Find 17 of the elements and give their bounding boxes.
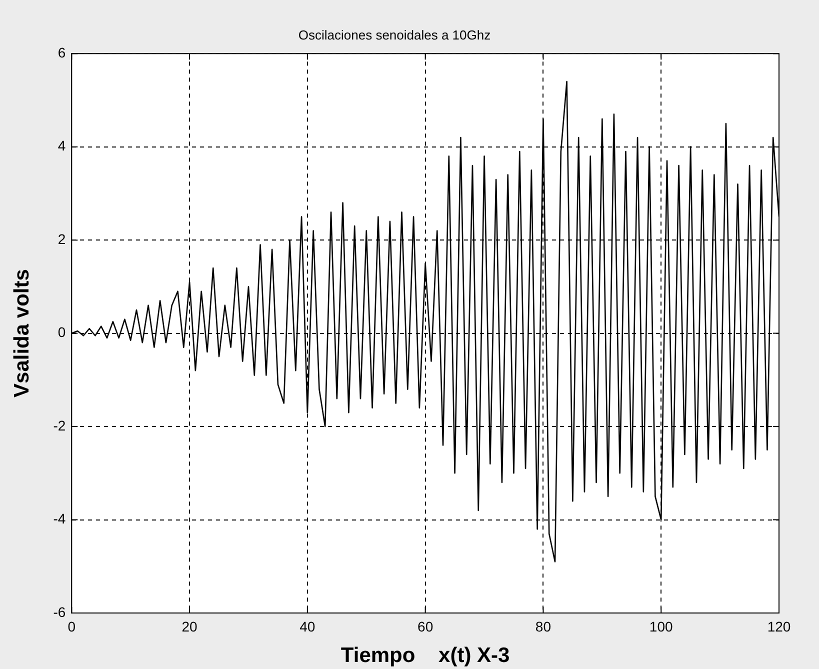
x-tick-label: 40 [300,618,316,634]
y-tick-label: -2 [53,417,66,434]
x-tick-label: 20 [182,618,198,634]
y-tick-label: 4 [58,138,66,154]
y-tick-label: 0 [58,324,66,340]
y-tick-label: -4 [53,510,66,527]
y-tick-label: 6 [58,44,66,60]
x-tick-label: 0 [68,618,76,634]
x-tick-label: 100 [649,618,673,634]
y-axis-title: Vsalida volts [10,269,34,398]
y-tick-label: -6 [53,604,66,620]
x-tick-label: 60 [418,618,434,634]
y-tick-label: 2 [58,230,66,247]
x-axis-title: Tiempo x(t) X-3 [340,644,510,668]
chart-title: Oscilaciones senoidales a 10Ghz [298,27,491,42]
x-tick-label: 80 [535,618,552,634]
x-tick-label: 120 [767,618,791,634]
